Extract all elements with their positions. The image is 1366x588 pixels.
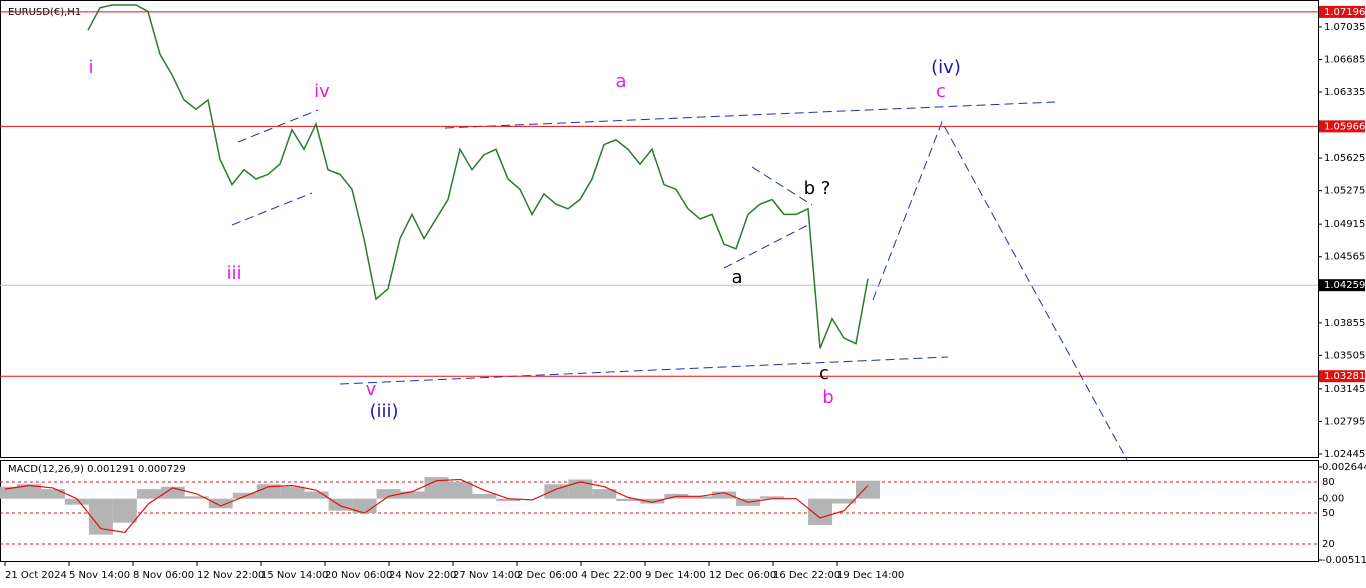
x-tick-label: 5 Nov 14:00 (69, 570, 130, 581)
level-box (1319, 370, 1365, 383)
x-tick-label: 12 Nov 22:00 (197, 570, 264, 581)
y-tick-label: 1.04565 (1324, 252, 1365, 263)
y-tick-label: 1.03145 (1324, 384, 1365, 395)
wave-label: i (88, 57, 93, 78)
level-label: 1.05966 (1324, 121, 1365, 132)
wave-label: iii (226, 263, 241, 284)
macd-bar (280, 486, 305, 499)
x-tick-label: 2 Dec 06:00 (517, 570, 578, 581)
x-tick-label: 19 Dec 14:00 (837, 570, 904, 581)
x-tick-label: 15 Nov 14:00 (261, 570, 328, 581)
signal-line (4, 478, 869, 533)
price-frame (0, 0, 1319, 458)
level-box (1319, 120, 1365, 133)
wave-label: iv (314, 81, 330, 102)
macd-bar (376, 489, 401, 499)
x-tick-label: 24 Nov 22:00 (389, 570, 456, 581)
level-label: 1.04259 (1324, 280, 1365, 291)
macd-bar (64, 498, 89, 505)
macd-tick-label: 0.00 (1322, 494, 1344, 505)
macd-bar (112, 498, 137, 523)
level-box (1319, 5, 1365, 18)
x-tick-label: 8 Nov 06:00 (133, 570, 194, 581)
macd-bar (760, 496, 785, 499)
macd-bar (88, 498, 113, 535)
wave-label: c (936, 81, 946, 102)
y-tick-label: 1.07035 (1324, 22, 1365, 33)
x-tick-label: 20 Nov 06:00 (325, 570, 392, 581)
chart-title: EURUSD(€),H1 (8, 7, 81, 18)
macd-bar (424, 477, 449, 499)
y-tick-label: 1.02795 (1324, 416, 1365, 427)
wave-label: a (731, 267, 742, 288)
macd-bar (304, 491, 329, 499)
y-tick-label: 1.05625 (1324, 153, 1365, 164)
macd-bar (328, 498, 353, 511)
macd-bar (472, 493, 497, 499)
wave-label: c (819, 363, 829, 384)
macd-bar (616, 498, 641, 502)
wave-label: (iv) (931, 57, 961, 78)
macd-tick-label: -0.005114 (1322, 555, 1366, 566)
macd-bar (712, 491, 737, 499)
macd-bar (640, 498, 665, 504)
macd-bar (160, 486, 185, 499)
wave-label: b (822, 387, 833, 408)
macd-bar (856, 480, 880, 499)
x-tick-label: 9 Dec 14:00 (645, 570, 706, 581)
macd-label: MACD(12,26,9) 0.001291 0.000729 (8, 464, 186, 475)
y-tick-label: 1.03505 (1324, 350, 1365, 361)
level-box (1319, 279, 1365, 292)
macd-bar (184, 496, 209, 499)
y-tick-label: 1.06685 (1324, 54, 1365, 65)
y-tick-label: 1.05275 (1324, 186, 1365, 197)
macd-level-label: 20 (1322, 539, 1335, 550)
y-tick-label: 1.06335 (1324, 87, 1365, 98)
macd-bar (832, 498, 857, 504)
x-tick-label: 21 Oct 2024 (5, 570, 67, 581)
macd-bar (808, 498, 833, 526)
macd-bar (16, 484, 41, 499)
macd-bar (400, 491, 425, 499)
macd-frame (0, 460, 1319, 562)
wave-label: b ? (804, 178, 831, 199)
x-tick-label: 16 Dec 22:00 (773, 570, 840, 581)
macd-bar (40, 489, 65, 499)
x-tick-label: 27 Nov 14:00 (453, 570, 520, 581)
level-label: 1.03281 (1324, 371, 1365, 382)
x-tick-label: 12 Dec 06:00 (709, 570, 776, 581)
macd-bar (592, 489, 617, 499)
macd-bar (136, 489, 161, 499)
macd-bar (256, 484, 281, 499)
wave-label: a (615, 71, 626, 92)
macd-bar (688, 496, 713, 499)
wave-label: (iii) (369, 401, 398, 422)
trend-lines (231, 101, 1128, 461)
y-tick-label: 1.03855 (1324, 318, 1365, 329)
macd-bar (208, 498, 233, 509)
y-tick-label: 1.04915 (1324, 219, 1365, 230)
level-label: 1.07196 (1324, 7, 1365, 18)
macd-level-label: 80 (1322, 477, 1335, 488)
y-tick-label: 1.02445 (1324, 449, 1365, 460)
x-tick-label: 4 Dec 22:00 (581, 570, 642, 581)
price-line (87, 4, 869, 349)
macd-bar (496, 498, 521, 502)
macd-tick-label: 0.002644 (1322, 462, 1366, 473)
macd-bar (448, 481, 473, 499)
wave-label: v (366, 379, 377, 400)
macd-level-label: 50 (1322, 508, 1335, 519)
macd-bar (0, 486, 17, 499)
